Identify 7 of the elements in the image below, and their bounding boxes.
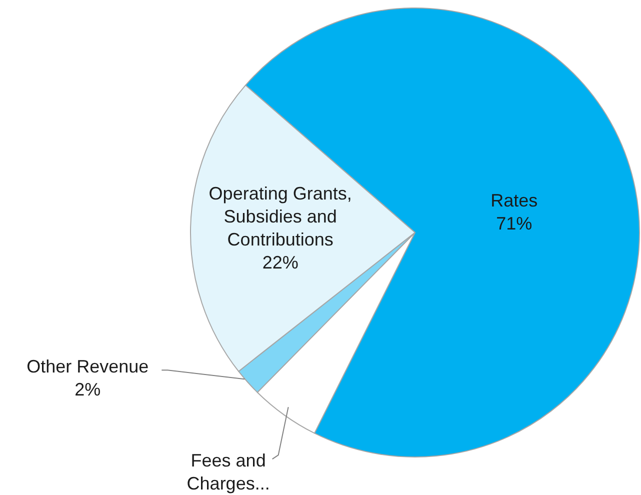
slice-label: Fees and Charges...	[186, 450, 270, 494]
data-label: 22%	[262, 252, 298, 273]
data-label: 71%	[496, 213, 532, 234]
slice-label: Operating Grants, Subsidies and Contributions	[208, 184, 352, 250]
data-label: 2%	[74, 380, 101, 400]
slice-label: Other Revenue	[26, 356, 149, 377]
slice-label: Rates	[490, 190, 538, 210]
